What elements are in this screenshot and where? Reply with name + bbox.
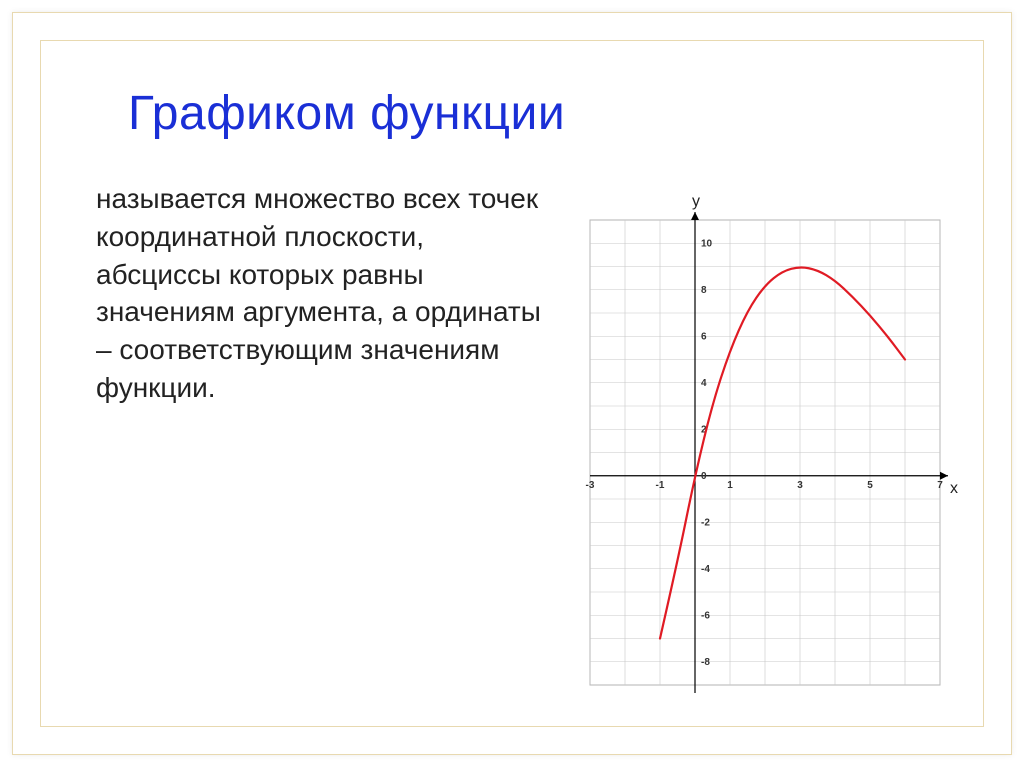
svg-text:-3: -3 bbox=[586, 480, 595, 491]
svg-text:-4: -4 bbox=[701, 564, 710, 575]
svg-text:6: 6 bbox=[701, 331, 707, 342]
svg-text:10: 10 bbox=[701, 238, 713, 249]
body-text: называется множество всех точек координа… bbox=[96, 180, 556, 407]
svg-text:4: 4 bbox=[701, 378, 707, 389]
svg-text:-8: -8 bbox=[701, 657, 710, 668]
svg-text:8: 8 bbox=[701, 285, 707, 296]
function-chart: y x -3-11357-8-6-4-20246810 bbox=[570, 195, 980, 705]
svg-text:5: 5 bbox=[867, 480, 873, 491]
page-title: Графиком функции bbox=[128, 86, 565, 141]
svg-text:3: 3 bbox=[797, 480, 803, 491]
x-axis-label: x bbox=[950, 480, 958, 498]
svg-text:0: 0 bbox=[701, 471, 707, 482]
svg-text:-1: -1 bbox=[656, 480, 665, 491]
svg-text:7: 7 bbox=[937, 480, 943, 491]
chart-svg: -3-11357-8-6-4-20246810 bbox=[570, 195, 980, 705]
svg-text:1: 1 bbox=[727, 480, 733, 491]
svg-text:-2: -2 bbox=[701, 517, 710, 528]
svg-text:-6: -6 bbox=[701, 610, 710, 621]
y-axis-label: y bbox=[692, 193, 700, 211]
